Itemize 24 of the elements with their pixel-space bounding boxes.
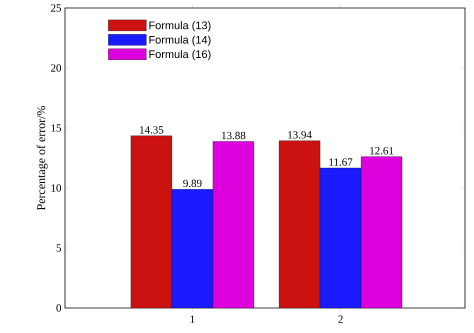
bar [278,140,320,308]
legend-label: Formula (16) [149,50,211,60]
data-label: 14.35 [140,126,164,134]
data-label: 13.88 [222,132,246,140]
data-label: 13.94 [288,131,312,139]
data-label: 12.61 [370,147,394,154]
x-tick-label: 1 [190,316,194,323]
y-axis-title: Percentage of error/% [36,106,48,210]
y-tick-label: 25 [51,4,62,12]
legend-label: Formula (14) [149,36,211,46]
bar [172,189,214,308]
legend-label: Formula (13) [149,21,211,32]
bar [320,168,362,308]
bar [130,136,172,308]
y-tick-label: 15 [51,124,62,132]
y-tick-label: 5 [56,244,62,252]
y-tick-label: 20 [51,64,62,72]
y-tick-label: 10 [51,184,62,192]
bar [360,156,402,308]
bar [212,141,254,308]
data-label: 9.89 [183,180,202,188]
data-label: 11.67 [329,158,352,166]
x-tick-label: 2 [338,316,343,323]
y-tick-label: 0 [56,304,62,312]
